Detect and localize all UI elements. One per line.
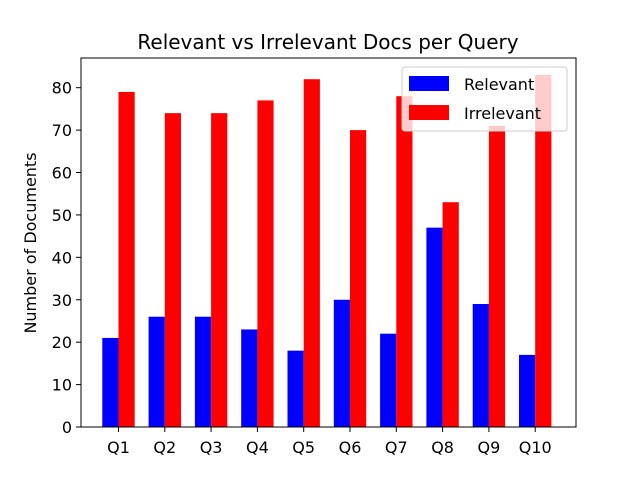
axes-group: 0 10 20 30 40 50 60 70 80 Q1 Q2 Q3 Q4 Q5 Q6 Q7 Q8 Q9 Q10 xyxy=(52,57,577,457)
bar-relevant-q3 xyxy=(194,316,212,427)
bar-relevant-q8 xyxy=(426,227,443,427)
bar-irrelevant-q9 xyxy=(488,125,506,428)
bar-relevant-q9 xyxy=(472,304,489,427)
y-tick-label-80: 80 xyxy=(52,79,72,98)
bar-irrelevant-q10 xyxy=(535,74,552,427)
legend-swatch-relevant xyxy=(409,76,449,91)
y-tick-label-50: 50 xyxy=(52,206,72,225)
y-tick-label-40: 40 xyxy=(52,248,72,267)
x-tick-label-q4: Q4 xyxy=(246,438,269,457)
bar-relevant-q10 xyxy=(519,354,536,427)
y-tick-label-0: 0 xyxy=(62,418,72,437)
bar-relevant-q5 xyxy=(287,350,304,427)
bar-irrelevant-q7 xyxy=(396,96,413,427)
x-tick-label-q1: Q1 xyxy=(107,438,130,457)
bars-group xyxy=(102,74,552,428)
legend-label-relevant: Relevant xyxy=(464,75,534,94)
y-tick-label-60: 60 xyxy=(52,164,72,183)
y-axis-label: Number of Documents xyxy=(21,152,40,333)
x-tick-label-q5: Q5 xyxy=(292,438,315,457)
chart-title: Relevant vs Irrelevant Docs per Query xyxy=(137,30,518,54)
bar-relevant-q1 xyxy=(102,337,119,427)
x-tick-label-q6: Q6 xyxy=(339,438,362,457)
bar-relevant-q4 xyxy=(241,329,258,427)
legend-swatch-irrelevant xyxy=(409,105,449,120)
bar-relevant-q2 xyxy=(148,316,165,427)
y-tick-label-30: 30 xyxy=(52,291,72,310)
legend-label-irrelevant: Irrelevant xyxy=(464,104,541,123)
bar-relevant-q6 xyxy=(333,299,350,427)
x-tick-label-q2: Q2 xyxy=(153,438,176,457)
x-tick-label-q9: Q9 xyxy=(478,438,501,457)
bar-irrelevant-q5 xyxy=(303,79,320,427)
bar-irrelevant-q6 xyxy=(350,130,367,427)
bar-irrelevant-q3 xyxy=(211,113,228,427)
y-tick-label-10: 10 xyxy=(52,376,72,395)
bar-irrelevant-q2 xyxy=(164,113,181,427)
bar-irrelevant-q1 xyxy=(118,91,135,428)
bar-irrelevant-q8 xyxy=(442,202,459,427)
x-tick-label-q10: Q10 xyxy=(519,438,552,457)
bar-irrelevant-q4 xyxy=(257,100,274,428)
x-tick-label-q8: Q8 xyxy=(431,438,454,457)
y-tick-label-70: 70 xyxy=(52,121,72,140)
x-tick-label-q3: Q3 xyxy=(200,438,223,457)
y-tick-label-20: 20 xyxy=(52,333,72,352)
legend: Relevant Irrelevant xyxy=(401,66,568,132)
bar-relevant-q7 xyxy=(380,333,397,427)
x-tick-label-q7: Q7 xyxy=(385,438,408,457)
plot-frame xyxy=(80,57,577,428)
